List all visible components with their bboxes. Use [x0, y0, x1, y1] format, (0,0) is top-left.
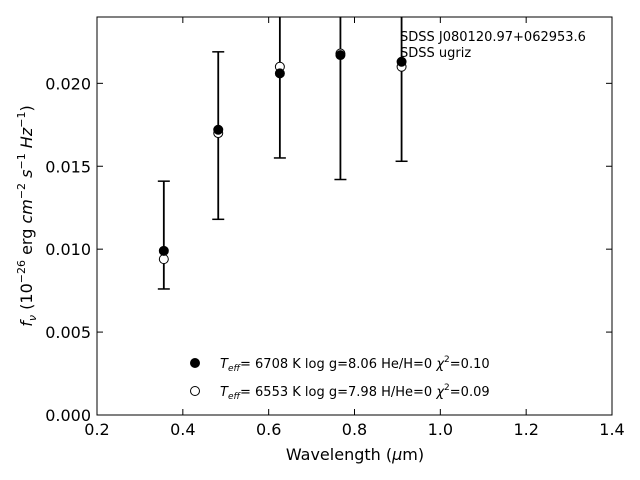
legend-label-1: Teff= 6708 K log g=8.06 He/H=0 χ2=0.10 [220, 355, 490, 374]
y-tick-label: 0.005 [45, 323, 91, 342]
filled-marker [158, 245, 169, 256]
y-tick-label: 0.020 [45, 74, 91, 93]
x-tick-label: 1.0 [428, 420, 453, 439]
object-name: SDSS J080120.97+062953.6 [400, 30, 586, 45]
y-tick-label: 0.000 [45, 406, 91, 425]
y-tick-label: 0.010 [45, 240, 91, 259]
data-markers [158, 48, 407, 265]
x-tick-label: 0.2 [84, 420, 109, 439]
plot-area [97, 17, 612, 415]
legend-marker-open [190, 386, 200, 396]
legend-label-2: Teff= 6553 K log g=7.98 H/He=0 χ2=0.09 [220, 383, 490, 402]
x-tick-label: 0.6 [256, 420, 281, 439]
y-tick-label: 0.015 [45, 157, 91, 176]
filled-marker [396, 56, 407, 67]
legend-marker-filled [190, 358, 200, 368]
x-tick-label: 0.4 [170, 420, 195, 439]
open-marker [158, 254, 169, 265]
x-axis-label: Wavelength (μm) [286, 445, 424, 464]
legend: Teff= 6708 K log g=8.06 He/H=0 χ2=0.10 T… [190, 355, 490, 402]
plot-frame [96, 16, 613, 416]
filled-marker [335, 50, 346, 61]
filled-marker [274, 68, 285, 79]
filled-marker [213, 124, 224, 135]
x-tick-label: 1.2 [513, 420, 538, 439]
survey-name: SDSS ugriz [400, 46, 471, 61]
axis-tick-labels: 0.2 0.4 0.6 0.8 1.0 1.2 1.4 0.000 0.005 0.010 0.01… [45, 74, 625, 439]
x-tick-label: 1.4 [599, 420, 624, 439]
y-axis-label: fν (10−26 erg cm−2 s−1 Hz−1) [15, 105, 39, 326]
x-tick-label: 0.8 [342, 420, 367, 439]
